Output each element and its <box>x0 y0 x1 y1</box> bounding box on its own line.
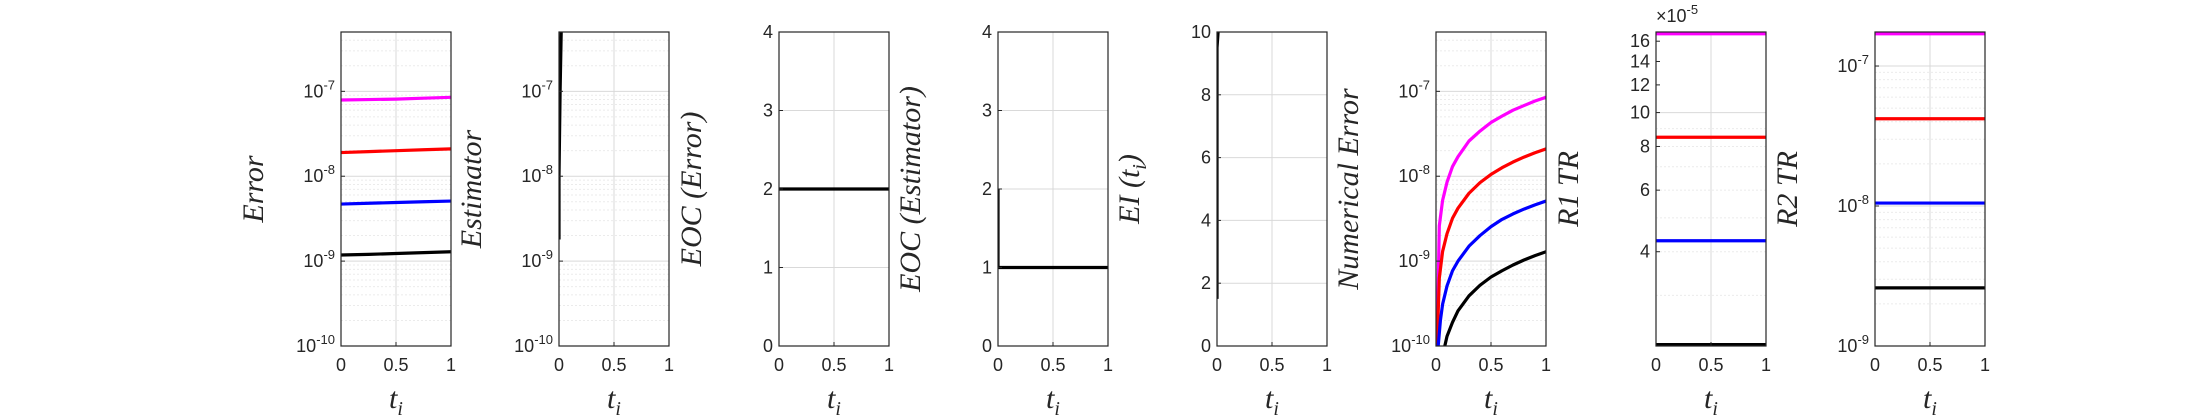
x-axis-label: ti <box>607 382 621 417</box>
y-tick-label: 4 <box>763 22 773 42</box>
x-tick-label: 0 <box>1212 355 1222 375</box>
x-tick-label: 1 <box>1322 355 1332 375</box>
series-line-3 <box>341 199 451 206</box>
x-tick-label: 0.5 <box>821 355 846 375</box>
y-tick-label: 10-7 <box>1398 77 1430 101</box>
y-axis-label: Numerical Error <box>1332 88 1365 291</box>
x-tick-label: 1 <box>1541 355 1551 375</box>
series-line-4 <box>341 250 451 257</box>
y-tick-label: 1 <box>982 258 992 278</box>
y-tick-label: 4 <box>1640 242 1650 262</box>
x-axis-label: ti <box>827 382 841 417</box>
x-tick-label: 0 <box>1870 355 1880 375</box>
y-tick-label: 8 <box>1640 136 1650 156</box>
x-tick-label: 1 <box>664 355 674 375</box>
x-axis-label: ti <box>1923 382 1937 417</box>
y-tick-label: 2 <box>982 179 992 199</box>
y-axis-label: EOC (Error) <box>675 112 708 268</box>
y-tick-label: 10-7 <box>1837 52 1869 76</box>
x-tick-label: 0.5 <box>1917 355 1942 375</box>
y-axis-label: Estimator <box>455 130 488 250</box>
y-tick-label: 10-9 <box>303 247 335 271</box>
y-axis-label: EI (ti) <box>1113 154 1151 225</box>
y-axis-label: EOC (Estimator) <box>894 86 927 293</box>
y-tick-label: 10-8 <box>521 162 553 186</box>
y-tick-label: 12 <box>1630 75 1650 95</box>
series-line-1 <box>341 95 451 102</box>
y-tick-label: 0 <box>982 336 992 356</box>
y-tick-label: 10-10 <box>1391 332 1430 356</box>
y-tick-label: 1 <box>763 258 773 278</box>
y-tick-label: 10-8 <box>1837 192 1869 216</box>
x-tick-label: 0 <box>1431 355 1441 375</box>
x-axis-label: ti <box>389 382 403 417</box>
series-line-3 <box>1436 199 1546 347</box>
x-tick-label: 0 <box>1651 355 1661 375</box>
y-tick-label: 3 <box>982 101 992 121</box>
chart-panel-6: 0 0.5 1 10-10 10-9 10-8 10-7 ti Numerical Error <box>1332 31 1551 417</box>
y-tick-label: 0 <box>1201 336 1211 356</box>
y-tick-label: 14 <box>1630 51 1650 71</box>
series-line-1 <box>1217 31 1220 299</box>
x-tick-label: 0.5 <box>1259 355 1284 375</box>
y-tick-label: 2 <box>1201 273 1211 293</box>
y-tick-label: 0 <box>763 336 773 356</box>
series-line-2 <box>341 147 451 155</box>
y-tick-label: 10-9 <box>1837 332 1869 356</box>
x-tick-label: 0.5 <box>1698 355 1723 375</box>
series-line-2 <box>1436 147 1546 347</box>
x-tick-label: 1 <box>1103 355 1113 375</box>
y-tick-label: 3 <box>763 101 773 121</box>
y-tick-label: 10 <box>1630 103 1650 123</box>
y-axis-label: R1 TR <box>1552 151 1585 228</box>
y-tick-label: 6 <box>1201 148 1211 168</box>
y-tick-label: 10-7 <box>303 77 335 101</box>
x-tick-label: 0 <box>554 355 564 375</box>
y-axis-label: Error <box>237 155 270 224</box>
x-tick-label: 1 <box>446 355 456 375</box>
chart-panel-8: 0 0.5 1 10-9 10-8 10-7 ti R2 TR <box>1771 31 1990 417</box>
y-tick-label: 10-9 <box>1398 247 1430 271</box>
series-line-4 <box>1443 250 1546 347</box>
y-tick-label: 2 <box>763 179 773 199</box>
y-tick-label: 4 <box>1201 210 1211 230</box>
x-tick-label: 0.5 <box>601 355 626 375</box>
chart-panel-1: 0 0.5 1 10-10 10-9 10-8 10-7 ti Error <box>237 31 456 417</box>
x-tick-label: 0.5 <box>1478 355 1503 375</box>
x-tick-label: 0 <box>993 355 1003 375</box>
y-tick-label: 10-8 <box>303 162 335 186</box>
y-tick-label: 10-9 <box>521 247 553 271</box>
x-tick-label: 1 <box>1761 355 1771 375</box>
y-tick-label: 10 <box>1191 22 1211 42</box>
x-tick-label: 0.5 <box>383 355 408 375</box>
y-exponent-label: ×10-5 <box>1656 2 1698 26</box>
y-tick-label: 4 <box>982 22 992 42</box>
y-axis-label: R2 TR <box>1771 151 1804 228</box>
x-axis-label: ti <box>1265 382 1279 417</box>
y-tick-label: 8 <box>1201 85 1211 105</box>
y-tick-label: 16 <box>1630 31 1650 51</box>
x-tick-label: 1 <box>884 355 894 375</box>
x-tick-label: 1 <box>1980 355 1990 375</box>
x-axis-label: ti <box>1704 382 1718 417</box>
chart-panel-2: 0 0.5 1 10-10 10-9 10-8 10-7 ti Estimator <box>455 31 674 417</box>
x-tick-label: 0.5 <box>1040 355 1065 375</box>
chart-panel-4: 0 0.5 1 0 1 2 3 4 ti EOC (Estimator) <box>894 22 1113 417</box>
series-line-1 <box>1436 95 1546 347</box>
y-tick-label: 10-10 <box>514 332 553 356</box>
x-axis-label: ti <box>1046 382 1060 417</box>
x-axis-label: ti <box>1484 382 1498 417</box>
x-tick-label: 0 <box>336 355 346 375</box>
y-tick-label: 10-10 <box>296 332 335 356</box>
y-tick-label: 6 <box>1640 180 1650 200</box>
chart-panel-3: 0 0.5 1 0 1 2 3 4 ti EOC (Error) <box>675 22 894 417</box>
x-tick-label: 0 <box>774 355 784 375</box>
y-tick-label: 10-8 <box>1398 162 1430 186</box>
y-tick-label: 10-7 <box>521 77 553 101</box>
